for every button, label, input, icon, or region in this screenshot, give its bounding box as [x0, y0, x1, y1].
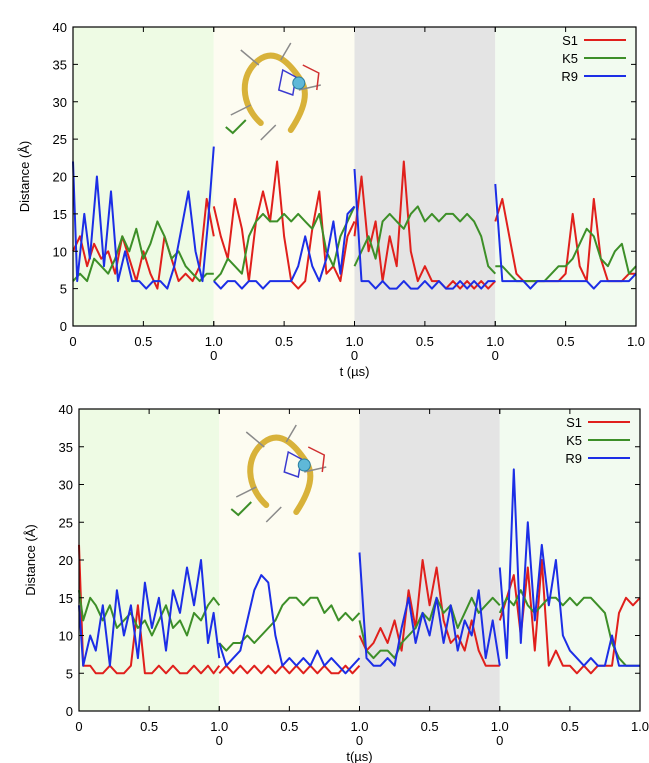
series-line-S1: [72, 197, 215, 290]
legend-label-S1: S1: [566, 415, 582, 430]
y-axis-label: Distance (Å): [17, 141, 32, 213]
x-tick-label: 0.5: [280, 719, 298, 734]
y-tick-label: 40: [53, 20, 67, 35]
series-line-R9: [358, 552, 501, 667]
series-line-R9: [353, 168, 496, 290]
legend-label-R9: R9: [561, 69, 578, 84]
x-tick-label: 0.5: [557, 334, 575, 349]
legend-label-R9: R9: [565, 451, 582, 466]
x-tick-label: 1.0: [486, 334, 504, 349]
series-line-R9: [218, 574, 361, 675]
backbone-ribbon: [241, 52, 308, 133]
segment-background: [499, 409, 640, 711]
x-tick-label: 0.5: [275, 334, 293, 349]
y-tick-label: 40: [59, 402, 73, 417]
molecule-inset-image: [230, 424, 327, 523]
y-tick-label: 0: [66, 704, 73, 719]
x-tick-label: 0: [69, 334, 76, 349]
segment-background: [213, 27, 355, 326]
x-tick-label: 1.0: [345, 334, 363, 349]
y-tick-label: 20: [53, 170, 67, 185]
serine-chain: [307, 446, 326, 473]
series-line-K5: [213, 205, 356, 282]
series-line-K5: [78, 590, 221, 637]
series-line-K5: [353, 205, 497, 275]
x-tick-label: 1.0: [205, 334, 223, 349]
y-tick-label: 35: [59, 440, 73, 455]
side-chains: [230, 42, 321, 141]
series-line-S1: [218, 664, 361, 675]
y-tick-label: 35: [53, 57, 67, 72]
lysine-chain: [230, 501, 252, 517]
legend-label-K5: K5: [566, 433, 582, 448]
x-tick-label: 0: [216, 733, 223, 748]
x-tick-label: 0: [356, 733, 363, 748]
y-tick-label: 30: [59, 478, 73, 493]
segment-background: [219, 409, 360, 711]
segment-background: [79, 409, 220, 711]
y-tick-label: 5: [60, 282, 67, 297]
arginine-chain: [283, 450, 303, 479]
x-axis-label: t (µs): [340, 364, 370, 379]
molecule-inset-image: [225, 42, 321, 141]
x-tick-label: 0.5: [561, 719, 579, 734]
x-tick-label: 0: [496, 733, 503, 748]
lysine-chain: [225, 119, 247, 135]
y-tick-label: 15: [53, 207, 67, 222]
x-tick-label: 0.5: [134, 334, 152, 349]
series-line-R9: [78, 559, 221, 667]
series-line-R9: [498, 468, 640, 667]
x-tick-label: 0: [75, 719, 82, 734]
series-line-R9: [72, 146, 215, 290]
series-line-S1: [78, 544, 221, 675]
x-tick-label: 0.5: [416, 334, 434, 349]
y-axis-label: Distance (Å): [23, 524, 38, 596]
x-axis-label: t(µs): [346, 749, 372, 763]
y-tick-label: 10: [59, 629, 73, 644]
series-line-K5: [72, 220, 214, 283]
series-line-S1: [212, 160, 356, 290]
x-tick-label: 1.0: [491, 719, 509, 734]
side-chains: [235, 424, 327, 523]
metal-ion: [292, 76, 306, 90]
x-tick-label: 0.5: [140, 719, 158, 734]
x-tick-label: 0: [210, 348, 217, 363]
x-tick-label: 0.5: [421, 719, 439, 734]
backbone-ribbon: [247, 434, 314, 515]
y-tick-label: 0: [60, 319, 67, 334]
x-tick-label: 0: [492, 348, 499, 363]
x-tick-label: 1.0: [627, 334, 645, 349]
metal-ion: [297, 458, 311, 472]
series-line-R9: [494, 183, 637, 290]
y-tick-label: 15: [59, 591, 73, 606]
segment-background: [354, 27, 496, 326]
legend-label-S1: S1: [562, 33, 578, 48]
y-tick-label: 25: [53, 132, 67, 147]
y-tick-label: 10: [53, 244, 67, 259]
y-tick-label: 25: [59, 515, 73, 530]
y-tick-label: 5: [66, 666, 73, 681]
series-line-S1: [358, 559, 500, 667]
legend-label-K5: K5: [562, 51, 578, 66]
y-tick-label: 20: [59, 553, 73, 568]
serine-chain: [302, 64, 320, 91]
arginine-chain: [277, 68, 297, 97]
x-tick-label: 1.0: [631, 719, 649, 734]
x-tick-label: 1.0: [350, 719, 368, 734]
series-line-R9: [213, 205, 356, 290]
x-tick-label: 1.0: [210, 719, 228, 734]
x-tick-label: 0: [351, 348, 358, 363]
segment-background: [359, 409, 500, 711]
y-tick-label: 30: [53, 95, 67, 110]
